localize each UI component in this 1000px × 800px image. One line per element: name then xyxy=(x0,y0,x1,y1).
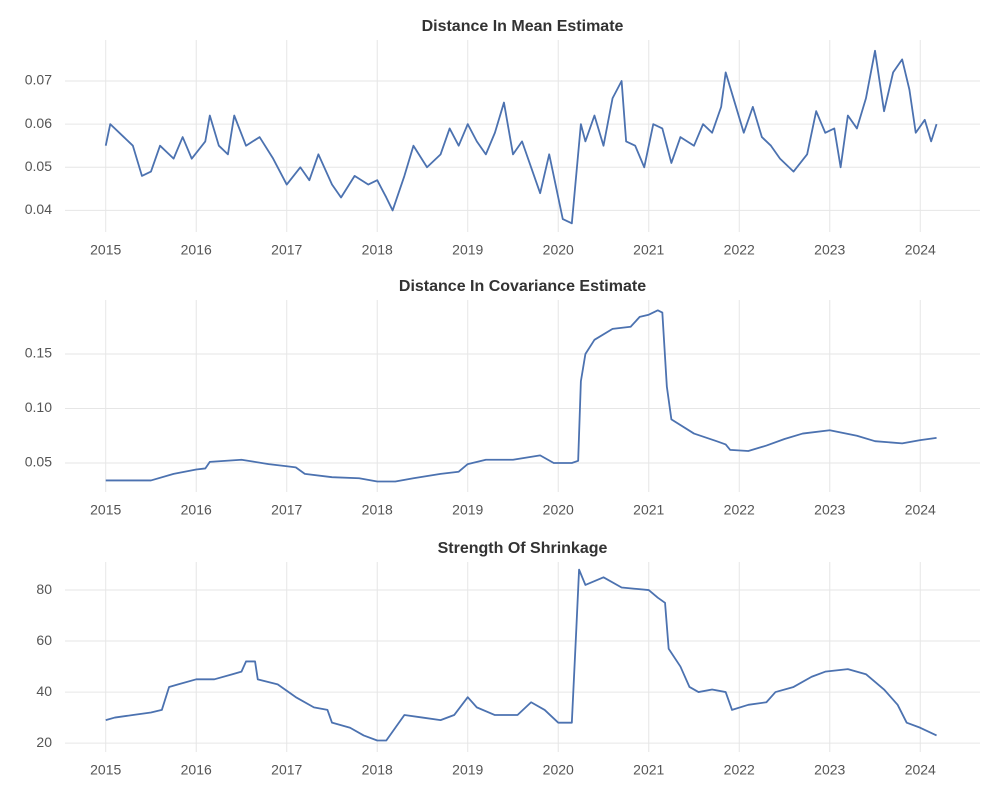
x-tick-label: 2022 xyxy=(724,242,755,258)
x-tick-label: 2019 xyxy=(452,502,483,518)
x-tick-label: 2015 xyxy=(90,502,121,518)
x-tick-label: 2020 xyxy=(543,502,574,518)
x-tick-label: 2022 xyxy=(724,762,755,778)
x-tick-label: 2017 xyxy=(271,242,302,258)
x-tick-label: 2023 xyxy=(814,242,845,258)
x-tick-label: 2023 xyxy=(814,762,845,778)
x-tick-label: 2018 xyxy=(362,242,393,258)
x-tick-label: 2016 xyxy=(181,762,212,778)
x-tick-label: 2024 xyxy=(905,242,936,258)
x-tick-label: 2016 xyxy=(181,502,212,518)
x-tick-label: 2021 xyxy=(633,502,664,518)
y-tick-label: 0.15 xyxy=(25,345,52,361)
x-tick-label: 2015 xyxy=(90,762,121,778)
y-tick-label: 0.06 xyxy=(25,115,52,131)
x-tick-label: 2024 xyxy=(905,502,936,518)
x-tick-label: 2019 xyxy=(452,242,483,258)
x-tick-label: 2018 xyxy=(362,502,393,518)
x-tick-label: 2020 xyxy=(543,762,574,778)
data-line xyxy=(105,309,937,483)
x-tick-label: 2022 xyxy=(724,502,755,518)
y-tick-label: 0.07 xyxy=(25,72,52,88)
y-tick-label: 0.05 xyxy=(25,158,52,174)
y-tick-label: 0.05 xyxy=(25,454,52,470)
x-tick-label: 2017 xyxy=(271,762,302,778)
x-tick-label: 2021 xyxy=(633,762,664,778)
x-tick-label: 2016 xyxy=(181,242,212,258)
x-tick-label: 2019 xyxy=(452,762,483,778)
y-tick-label: 40 xyxy=(36,683,52,699)
y-tick-label: 80 xyxy=(36,581,52,597)
x-tick-label: 2023 xyxy=(814,502,845,518)
chart-title: Strength Of Shrinkage xyxy=(438,540,608,557)
chart-title: Distance In Mean Estimate xyxy=(422,18,624,35)
data-line xyxy=(104,49,938,225)
y-tick-label: 60 xyxy=(36,632,52,648)
x-tick-label: 2017 xyxy=(271,502,302,518)
x-tick-label: 2020 xyxy=(543,242,574,258)
x-tick-label: 2021 xyxy=(633,242,664,258)
y-tick-label: 0.10 xyxy=(25,399,52,415)
y-tick-label: 0.04 xyxy=(25,201,52,217)
chart-title: Distance In Covariance Estimate xyxy=(399,278,646,295)
x-tick-label: 2015 xyxy=(90,242,121,258)
x-tick-label: 2024 xyxy=(905,762,936,778)
y-tick-label: 20 xyxy=(36,734,52,750)
data-line xyxy=(105,568,937,742)
x-tick-label: 2018 xyxy=(362,762,393,778)
